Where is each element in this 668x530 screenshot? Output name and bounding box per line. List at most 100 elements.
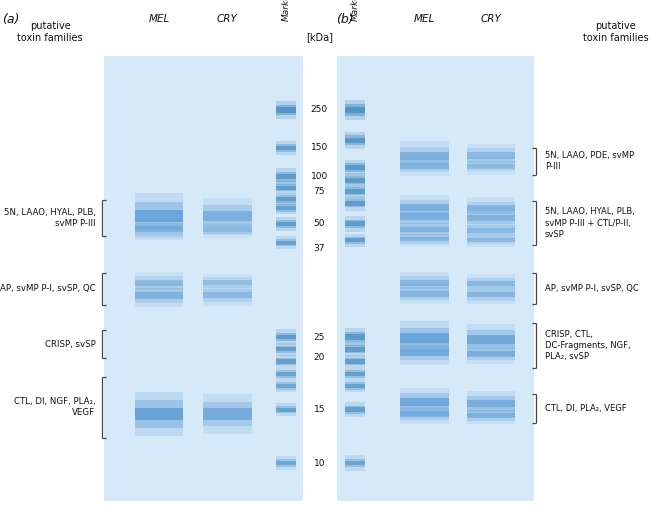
- Bar: [135, 292, 183, 298]
- Bar: [399, 398, 449, 406]
- Text: CTL, DI, PLA₂, VEGF: CTL, DI, PLA₂, VEGF: [545, 404, 627, 413]
- Bar: [466, 396, 516, 412]
- Bar: [345, 189, 365, 193]
- Bar: [466, 410, 516, 421]
- Bar: [466, 164, 516, 169]
- Bar: [135, 193, 183, 238]
- Text: 20: 20: [313, 353, 325, 362]
- Bar: [345, 178, 365, 182]
- Bar: [276, 239, 296, 246]
- Bar: [345, 405, 365, 413]
- Bar: [466, 324, 516, 356]
- Bar: [276, 461, 296, 465]
- Bar: [345, 176, 365, 184]
- Bar: [399, 156, 449, 175]
- Bar: [345, 402, 365, 417]
- Bar: [399, 231, 449, 247]
- Bar: [276, 222, 296, 226]
- Bar: [466, 274, 516, 293]
- Bar: [345, 370, 365, 377]
- Bar: [276, 379, 296, 392]
- Bar: [203, 394, 252, 434]
- Bar: [135, 219, 183, 240]
- Bar: [345, 458, 365, 467]
- Bar: [135, 408, 183, 420]
- Bar: [276, 358, 296, 365]
- Bar: [399, 163, 449, 169]
- Text: (b): (b): [336, 13, 353, 26]
- Bar: [399, 237, 449, 241]
- Bar: [399, 272, 449, 293]
- Bar: [466, 205, 516, 211]
- Bar: [345, 461, 365, 465]
- Bar: [276, 346, 296, 353]
- Bar: [276, 333, 296, 341]
- Bar: [466, 343, 516, 364]
- Bar: [276, 196, 296, 202]
- Bar: [203, 211, 252, 221]
- Bar: [276, 206, 296, 210]
- Bar: [337, 56, 534, 501]
- Bar: [135, 210, 183, 222]
- Bar: [345, 346, 365, 354]
- Bar: [135, 288, 183, 303]
- Bar: [203, 285, 252, 306]
- Text: CRISP, CTL,
DC-Fragments, NGF,
PLA₂, svSP: CRISP, CTL, DC-Fragments, NGF, PLA₂, svS…: [545, 330, 631, 361]
- Text: 75: 75: [313, 187, 325, 196]
- Text: 15: 15: [313, 405, 325, 414]
- Bar: [345, 199, 365, 207]
- Bar: [345, 358, 365, 365]
- Bar: [345, 328, 365, 346]
- Bar: [276, 384, 296, 388]
- Bar: [466, 153, 516, 159]
- Bar: [276, 174, 296, 180]
- Text: 37: 37: [313, 244, 325, 253]
- Bar: [466, 238, 516, 242]
- Bar: [345, 342, 365, 357]
- Bar: [276, 370, 296, 377]
- Bar: [466, 335, 516, 344]
- Bar: [466, 198, 516, 218]
- Bar: [466, 211, 516, 224]
- Bar: [276, 197, 296, 201]
- Text: 5N, LAAO, HYAL, PLB,
svMP P-III: 5N, LAAO, HYAL, PLB, svMP P-III: [3, 208, 96, 228]
- Bar: [466, 222, 516, 239]
- Bar: [276, 359, 296, 364]
- Bar: [345, 408, 365, 412]
- Text: 10: 10: [313, 458, 325, 467]
- Bar: [345, 107, 365, 113]
- Bar: [276, 107, 296, 113]
- Bar: [399, 393, 449, 411]
- Bar: [276, 459, 296, 467]
- Bar: [135, 202, 183, 229]
- Text: Marker: Marker: [281, 0, 291, 21]
- Bar: [345, 160, 365, 175]
- Bar: [276, 382, 296, 390]
- Bar: [466, 407, 516, 424]
- Bar: [203, 409, 252, 420]
- Bar: [466, 281, 516, 286]
- Bar: [345, 332, 365, 342]
- Bar: [466, 201, 516, 214]
- Bar: [203, 224, 252, 235]
- Bar: [399, 152, 449, 160]
- Bar: [135, 272, 183, 293]
- Bar: [345, 455, 365, 471]
- Bar: [276, 343, 296, 356]
- Bar: [276, 192, 296, 206]
- Bar: [466, 285, 516, 304]
- Bar: [345, 138, 365, 143]
- Bar: [345, 355, 365, 368]
- Bar: [345, 104, 365, 116]
- Bar: [345, 347, 365, 352]
- Bar: [345, 334, 365, 340]
- Bar: [276, 105, 296, 115]
- Bar: [399, 227, 449, 232]
- Bar: [345, 238, 365, 242]
- Bar: [276, 236, 296, 249]
- Bar: [276, 456, 296, 470]
- Bar: [466, 235, 516, 244]
- Bar: [345, 222, 365, 226]
- Bar: [345, 382, 365, 390]
- Bar: [399, 200, 449, 214]
